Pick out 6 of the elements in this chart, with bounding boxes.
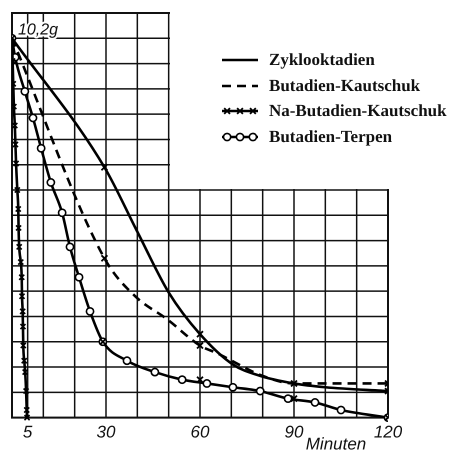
x-axis-title: Minuten [306,434,366,454]
x-tick-label: 60 [190,422,210,442]
x-tick-label: 120 [374,422,403,442]
x-tick-label: 5 [22,422,33,442]
x-tick-label: 30 [96,422,116,442]
x-tick-label: 90 [284,422,304,442]
